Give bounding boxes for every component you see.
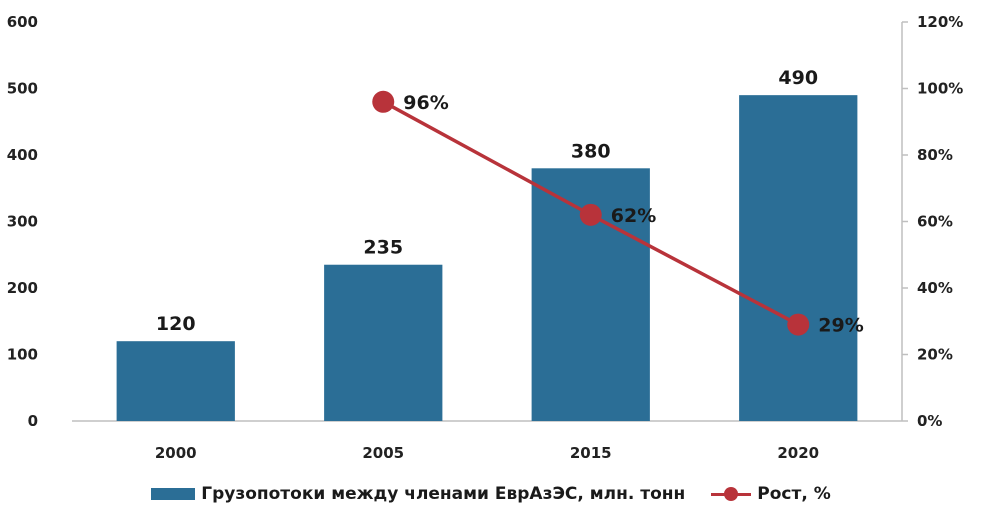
x-tick-label: 2000: [155, 444, 197, 462]
bar-value-label: 235: [363, 237, 403, 259]
bar-value-label: 120: [156, 313, 196, 335]
legend-bar-label: Грузопотоки между членами ЕврАзЭС, млн. …: [201, 484, 686, 504]
x-tick-label: 2020: [777, 444, 819, 462]
bar: [324, 264, 443, 421]
y-tick-label: 400: [7, 146, 38, 164]
y-tick-label: 200: [7, 279, 38, 297]
legend: Грузопотоки между членами ЕврАзЭС, млн. …: [0, 480, 982, 508]
legend-line-swatch: [711, 487, 752, 501]
bar-value-label: 490: [778, 67, 818, 89]
growth-value-label: 62%: [611, 205, 656, 227]
growth-value-label: 29%: [818, 315, 863, 337]
legend-item-bars: Грузопотоки между членами ЕврАзЭС, млн. …: [151, 484, 685, 504]
y2-tick-label: 80%: [917, 146, 953, 164]
y2-tick-label: 20%: [917, 346, 953, 364]
legend-bar-swatch: [151, 488, 196, 500]
growth-value-label: 96%: [403, 92, 448, 114]
x-tick-label: 2015: [570, 444, 612, 462]
y2-tick-label: 120%: [917, 13, 963, 31]
bar: [116, 341, 235, 421]
y2-tick-label: 100%: [917, 80, 963, 98]
bar: [739, 95, 858, 422]
plot-area: 0 100 200 300 400 500 600 0% 20% 40% 60% 80% 100% 120…: [7, 13, 964, 462]
y2-tick-label: 60%: [917, 213, 953, 231]
growth-point: [787, 313, 810, 336]
y-tick-label: 100: [7, 346, 38, 364]
growth-point: [372, 90, 395, 113]
x-tick-label: 2005: [362, 444, 404, 462]
y-tick-label: 300: [7, 213, 38, 231]
y-tick-label: 600: [7, 13, 38, 31]
y2-tick-label: 0%: [917, 412, 942, 430]
growth-point: [579, 203, 602, 226]
chart: 0 100 200 300 400 500 600 0% 20% 40% 60% 80% 100% 120…: [7, 13, 964, 462]
bar-value-label: 380: [571, 140, 611, 162]
y2-tick-label: 40%: [917, 279, 953, 297]
y-tick-label: 500: [7, 80, 38, 98]
y-tick-label: 0: [28, 412, 38, 430]
legend-line-label: Рост, %: [757, 484, 831, 504]
legend-item-line: Рост, %: [711, 484, 831, 504]
